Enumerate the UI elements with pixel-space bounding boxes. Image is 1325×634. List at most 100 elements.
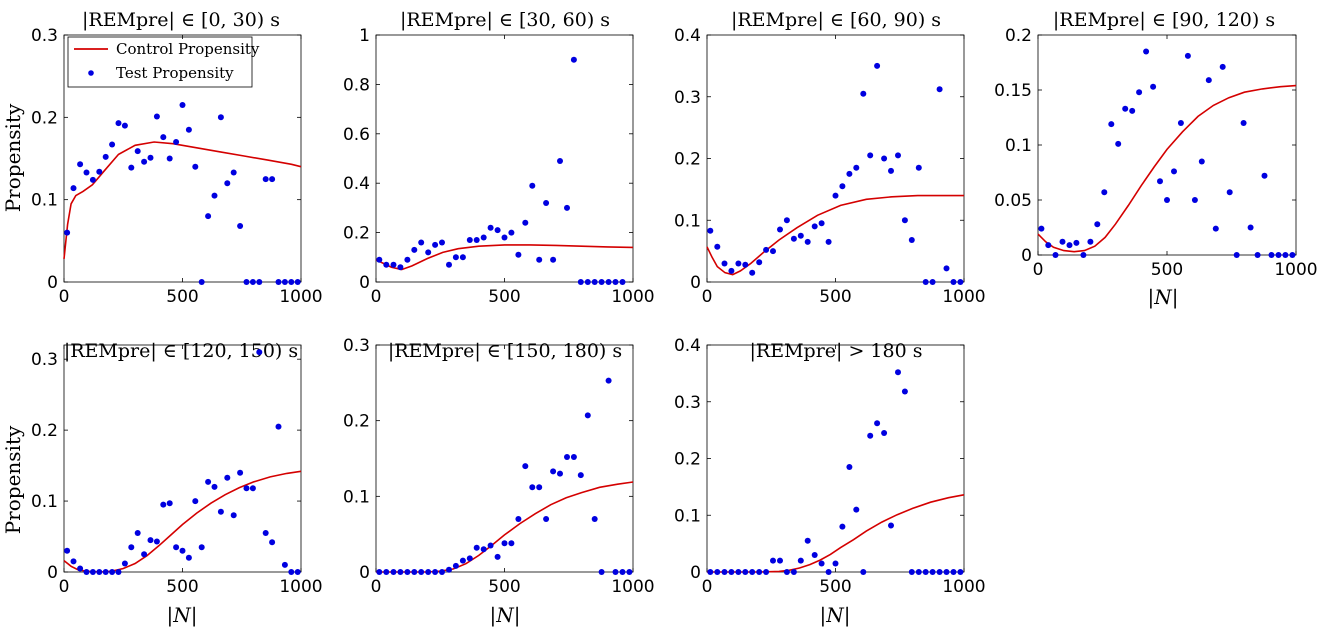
- test-propensity-point: [922, 279, 929, 285]
- test-propensity-point: [192, 163, 199, 170]
- test-propensity-point: [832, 192, 839, 199]
- test-propensity-point: [1247, 224, 1254, 231]
- test-propensity-point: [1261, 172, 1268, 179]
- test-propensity-point: [804, 537, 811, 544]
- test-propensity-point: [867, 432, 874, 439]
- test-propensity-point: [256, 279, 263, 285]
- test-propensity-point: [522, 219, 529, 226]
- x-tick-label: 500: [166, 287, 198, 307]
- test-propensity-point: [770, 557, 776, 564]
- test-propensity-point: [804, 238, 811, 245]
- panel-title: |REMpre| ∈ [30, 60) s: [400, 9, 610, 31]
- test-propensity-point: [173, 139, 180, 145]
- test-propensity-point: [70, 185, 77, 192]
- test-propensity-point: [943, 265, 950, 272]
- test-propensity-point: [487, 224, 494, 231]
- x-axis-label: |N|: [1148, 285, 1179, 310]
- test-propensity-point: [777, 557, 783, 564]
- y-tick-label: 0.2: [1005, 26, 1032, 46]
- test-propensity-point: [205, 213, 212, 220]
- test-propensity-point: [707, 569, 714, 575]
- test-propensity-point: [950, 279, 957, 285]
- test-propensity-point: [173, 544, 180, 551]
- test-propensity-point: [243, 485, 250, 492]
- test-propensity-point: [166, 500, 173, 507]
- test-propensity-point: [446, 566, 452, 573]
- test-propensity-point: [198, 279, 205, 285]
- test-propensity-point: [459, 254, 466, 261]
- x-tick-label: 500: [166, 577, 198, 597]
- test-propensity-point: [825, 238, 832, 245]
- test-propensity-point: [881, 155, 888, 162]
- plot-2: 0 0.1 0.2 0.3 0.4 0 500 1000: [674, 26, 986, 307]
- test-propensity-point: [943, 569, 950, 575]
- test-propensity-point: [888, 522, 894, 529]
- panel-rem-30-60: |REMpre| ∈ [30, 60) s: [400, 9, 610, 31]
- test-propensity-point: [230, 512, 237, 519]
- test-propensity-point: [756, 569, 763, 575]
- test-propensity-point: [811, 552, 818, 558]
- test-propensity-point: [846, 170, 853, 177]
- y-tick-label: 0.6: [343, 125, 370, 145]
- test-propensity-point: [577, 279, 584, 285]
- x-tick-label: 500: [1151, 260, 1183, 280]
- test-propensity-point: [825, 569, 832, 575]
- test-propensity-point: [452, 562, 459, 569]
- test-propensity-point: [281, 279, 288, 285]
- test-propensity-point: [281, 561, 288, 568]
- test-propensity-point: [383, 569, 390, 575]
- plot-5: 0 0.1 0.2 0.3 0 500 1000: [343, 336, 655, 597]
- test-propensity-point: [1052, 252, 1059, 258]
- y-tick-label: 0.4: [674, 336, 701, 356]
- test-propensity-point: [591, 279, 598, 285]
- test-propensity-point: [728, 569, 735, 575]
- test-propensity-point: [141, 551, 148, 558]
- test-propensity-point: [153, 113, 160, 120]
- panel-title: |REMpre| ∈ [60, 90) s: [731, 9, 941, 31]
- test-propensity-point: [714, 243, 721, 250]
- test-propensity-point: [376, 256, 383, 263]
- test-propensity-point: [211, 192, 218, 199]
- test-propensity-point: [96, 569, 103, 575]
- legend-control-label: Control Propensity: [116, 40, 260, 58]
- panel-rem-over-180: |REMpre| > 180 s |N|: [750, 340, 923, 628]
- test-propensity-point: [515, 251, 522, 258]
- test-propensity-point: [901, 388, 908, 395]
- x-tick-label: 1000: [942, 287, 985, 307]
- plot-0: 0 0.1 0.2 0.3 0 500 1000: [31, 26, 323, 307]
- test-propensity-point: [128, 544, 135, 551]
- test-propensity-point: [908, 569, 915, 575]
- test-propensity-point: [205, 478, 212, 485]
- y-tick-label: 0.1: [674, 211, 701, 231]
- y-tick-label: 0: [359, 563, 370, 583]
- test-propensity-point: [1205, 77, 1212, 84]
- test-propensity-point: [439, 569, 445, 575]
- test-propensity-point: [432, 241, 439, 248]
- test-propensity-point: [950, 569, 957, 575]
- x-tick-label: 0: [371, 577, 382, 597]
- test-propensity-point: [501, 234, 508, 241]
- test-propensity-point: [818, 220, 825, 227]
- test-propensity-point: [749, 569, 756, 575]
- test-propensity-point: [262, 176, 269, 183]
- test-propensity-point: [70, 558, 77, 565]
- test-propensity-point: [418, 569, 425, 575]
- test-propensity-point: [211, 483, 218, 490]
- test-propensity-point: [1233, 252, 1240, 258]
- test-propensity-point: [390, 569, 397, 575]
- test-propensity-point: [839, 523, 846, 530]
- test-propensity-point: [936, 86, 943, 93]
- test-propensity-point: [121, 560, 128, 567]
- test-propensity-point: [1198, 158, 1205, 165]
- test-propensity-point: [102, 153, 109, 160]
- test-propensity-point: [783, 569, 790, 575]
- test-propensity-point: [550, 256, 557, 263]
- x-tick-label: 1000: [279, 287, 322, 307]
- test-propensity-point: [160, 134, 167, 141]
- test-propensity-point: [1219, 63, 1226, 70]
- test-propensity-point: [797, 557, 804, 564]
- test-propensity-point: [853, 506, 860, 513]
- y-tick-label: 0.3: [674, 393, 701, 413]
- test-propensity-point: [179, 547, 186, 554]
